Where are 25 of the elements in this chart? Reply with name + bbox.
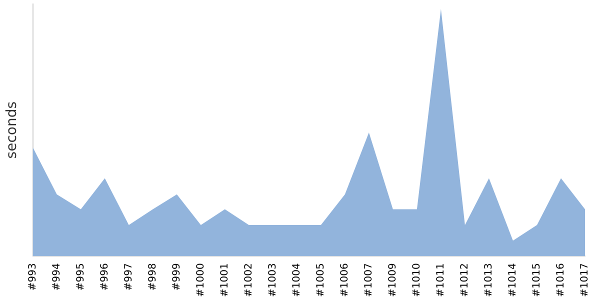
x-tick-label: #993: [27, 263, 38, 291]
x-tick-label: #1005: [316, 263, 326, 297]
x-tick-label: #1004: [291, 263, 302, 297]
x-tick-label: #998: [147, 263, 158, 291]
x-tick-label: #995: [75, 263, 86, 291]
x-tick-label: #1002: [243, 263, 254, 297]
x-tick-label: #1010: [412, 263, 423, 297]
x-tick-label: #1012: [460, 263, 471, 297]
x-tick-label: #1017: [580, 263, 591, 297]
x-tick-label: #1001: [219, 263, 230, 297]
x-tick-label: #994: [51, 263, 62, 291]
x-tick-label: #1007: [364, 263, 375, 297]
x-tick-label: #999: [171, 263, 182, 291]
x-tick-label: #1000: [195, 263, 206, 297]
y-axis-title: seconds: [4, 101, 20, 159]
x-tick-label: #1003: [267, 263, 278, 297]
x-tick-label: #996: [99, 263, 110, 291]
x-tick-label: #1014: [508, 263, 519, 297]
x-tick-label: #1011: [436, 263, 447, 297]
x-tick-label: #1013: [484, 263, 495, 297]
x-tick-label: #1006: [340, 263, 351, 297]
x-tick-label: #1015: [532, 263, 543, 297]
x-tick-label: #1009: [388, 263, 399, 297]
x-tick-label: #997: [123, 263, 134, 291]
x-tick-label: #1016: [556, 263, 567, 297]
